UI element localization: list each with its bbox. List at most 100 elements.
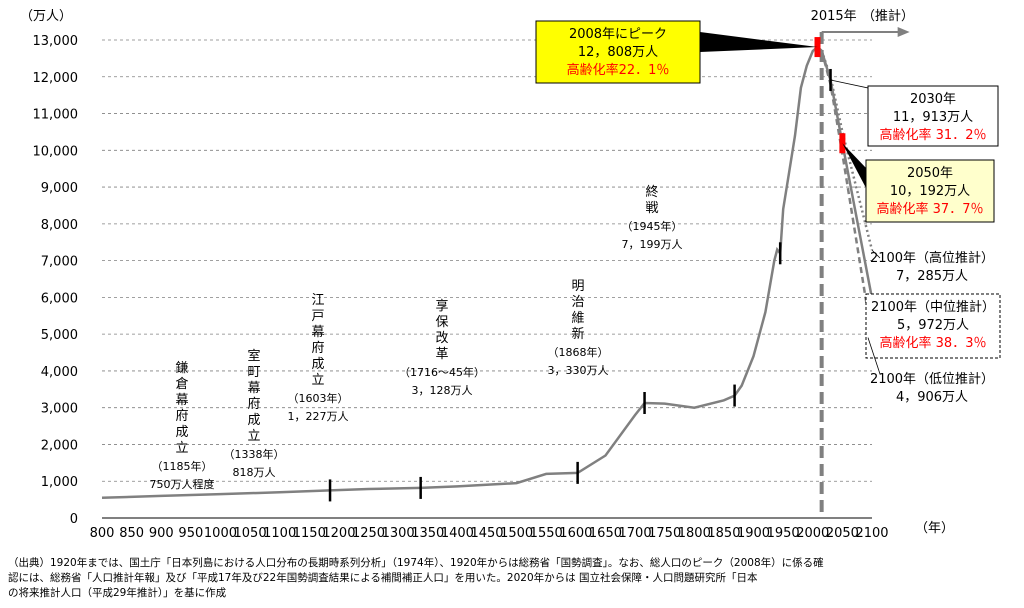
x-tick-label: 1650 bbox=[589, 526, 622, 541]
projection-line bbox=[820, 50, 874, 338]
x-tick-label: 800 bbox=[90, 526, 115, 541]
edo-char: 戸 bbox=[311, 309, 324, 324]
x-tick-label: 2000 bbox=[796, 526, 829, 541]
x-tick-label: 1450 bbox=[470, 526, 503, 541]
y-tick-label: 12,000 bbox=[33, 71, 79, 86]
x-tick-label: 1350 bbox=[411, 526, 444, 541]
mid-callout-text: 2100年（中位推計） bbox=[871, 299, 995, 315]
meiji-char: 維 bbox=[571, 311, 584, 326]
muromachi-char: 府 bbox=[247, 397, 260, 412]
kamakura-char: 立 bbox=[175, 441, 188, 456]
kamakura-population: 750万人程度 bbox=[150, 477, 215, 491]
x-tick-label: 1800 bbox=[678, 526, 711, 541]
kamakura-year: （1185年） bbox=[152, 459, 213, 473]
historical-line bbox=[101, 45, 823, 500]
x-tick-label: 850 bbox=[119, 526, 144, 541]
kyoho-char: 革 bbox=[435, 347, 448, 362]
annotations: 鎌倉幕府成立（1185年）750万人程度室町幕府成立（1338年）818万人江戸… bbox=[150, 8, 1001, 491]
peak-callout-box bbox=[535, 20, 701, 84]
kyoho-year: （1716～45年） bbox=[399, 365, 485, 379]
x-tick-label: 1600 bbox=[559, 526, 592, 541]
kamakura-char: 鎌 bbox=[175, 361, 188, 376]
x-unit-label: （年） bbox=[915, 521, 954, 536]
low-leader bbox=[867, 337, 881, 375]
y2030-callout-text: 11，913万人 bbox=[893, 110, 973, 125]
y-tick-label: 10,000 bbox=[33, 144, 79, 159]
low-year-label: 2100年（低位推計） bbox=[870, 371, 994, 387]
projection-line bbox=[820, 50, 874, 251]
high-population-label: 7，285万人 bbox=[896, 269, 968, 284]
kyoho-char: 享 bbox=[435, 298, 448, 314]
y-tick-label: 11,000 bbox=[33, 108, 79, 123]
y2030-callout-box bbox=[867, 85, 999, 147]
y-tick-label: 2,000 bbox=[41, 438, 78, 453]
x-tick-label: 1500 bbox=[500, 526, 533, 541]
shusen-year: （1945年） bbox=[622, 219, 683, 233]
shusen-char: 終 bbox=[645, 184, 658, 200]
kyoho-population: 3，128万人 bbox=[412, 384, 473, 397]
shusen-char: 戦 bbox=[645, 201, 658, 216]
x-tick-label: 1050 bbox=[234, 526, 267, 541]
x-tick-label: 1550 bbox=[530, 526, 563, 541]
projection-arrow-head bbox=[897, 27, 910, 37]
meiji-char: 新 bbox=[571, 326, 584, 342]
y2030-callout-text: 2030年 bbox=[910, 92, 956, 107]
peak-callout-text: 12，808万人 bbox=[578, 45, 658, 60]
kamakura-char: 幕 bbox=[175, 393, 188, 408]
y2030-callout-text: 高齢化率 31．2％ bbox=[880, 127, 987, 143]
population-chart: 0 1,000 2,000 3,000 4,000 5,000 6,000 7,000 8,00… bbox=[20, 8, 1001, 541]
edo-char: 幕 bbox=[311, 325, 324, 340]
meiji-year: （1868年） bbox=[548, 345, 609, 359]
edo-year: （1603年） bbox=[288, 391, 349, 405]
x-tick-label: 1250 bbox=[352, 526, 385, 541]
series bbox=[101, 27, 910, 518]
peak-callout-text: 2008年にピーク bbox=[569, 27, 667, 42]
x-tick-label: 1400 bbox=[441, 526, 474, 541]
meiji-char: 明 bbox=[571, 279, 584, 294]
mid-callout-text: 5，972万人 bbox=[897, 318, 969, 333]
y2050-callout-box bbox=[865, 159, 995, 223]
x-tick-label: 1900 bbox=[737, 526, 770, 541]
muromachi-char: 町 bbox=[247, 365, 260, 380]
x-tick-label: 1150 bbox=[293, 526, 326, 541]
muromachi-char: 幕 bbox=[247, 381, 260, 396]
y2050-callout-text: 10，192万人 bbox=[890, 184, 970, 199]
kyoho-char: 改 bbox=[435, 331, 448, 346]
x-tick-label: 1200 bbox=[322, 526, 355, 541]
y-tick-label: 9,000 bbox=[41, 181, 78, 196]
x-tick-labels: 800 850 900 950 1000105011001150120012501300… bbox=[90, 526, 889, 541]
estimate-label: （推計） bbox=[862, 8, 914, 24]
x-tick-label: 2050 bbox=[826, 526, 859, 541]
edo-char: 江 bbox=[311, 293, 324, 308]
y2050-callout-pointer bbox=[842, 143, 866, 188]
x-tick-label: 1750 bbox=[648, 526, 681, 541]
edo-char: 府 bbox=[311, 341, 324, 356]
y-tick-label: 1,000 bbox=[41, 475, 78, 490]
y-tick-label: 13,000 bbox=[33, 34, 79, 49]
y-tick-label: 5,000 bbox=[41, 328, 78, 343]
y-tick-label: 4,000 bbox=[41, 365, 78, 380]
y-tick-label: 8,000 bbox=[41, 218, 78, 233]
muromachi-char: 立 bbox=[247, 429, 260, 444]
shusen-population: 7，199万人 bbox=[622, 238, 683, 251]
kamakura-char: 府 bbox=[175, 409, 188, 424]
y2050-callout-text: 2050年 bbox=[907, 166, 953, 181]
low-population-label: 4，906万人 bbox=[896, 390, 968, 405]
edo-char: 成 bbox=[311, 357, 324, 372]
meiji-char: 治 bbox=[571, 295, 584, 310]
meiji-population: 3，330万人 bbox=[548, 364, 609, 377]
year-2015-label: 2015年 bbox=[811, 9, 857, 24]
y-tick-label: 0 bbox=[70, 512, 78, 527]
x-tick-label: 2100 bbox=[855, 526, 888, 541]
x-tick-label: 1100 bbox=[263, 526, 296, 541]
x-tick-label: 1950 bbox=[767, 526, 800, 541]
x-tick-label: 950 bbox=[178, 526, 203, 541]
y-tick-label: 3,000 bbox=[41, 402, 78, 417]
mid-callout-box bbox=[865, 293, 1001, 359]
x-tick-label: 1000 bbox=[204, 526, 237, 541]
kyoho-char: 保 bbox=[435, 315, 448, 330]
x-tick-label: 1300 bbox=[382, 526, 415, 541]
peak-callout-pointer bbox=[700, 32, 818, 52]
mid-callout-text: 高齢化率 38．3％ bbox=[880, 335, 987, 351]
kamakura-char: 倉 bbox=[175, 377, 188, 392]
